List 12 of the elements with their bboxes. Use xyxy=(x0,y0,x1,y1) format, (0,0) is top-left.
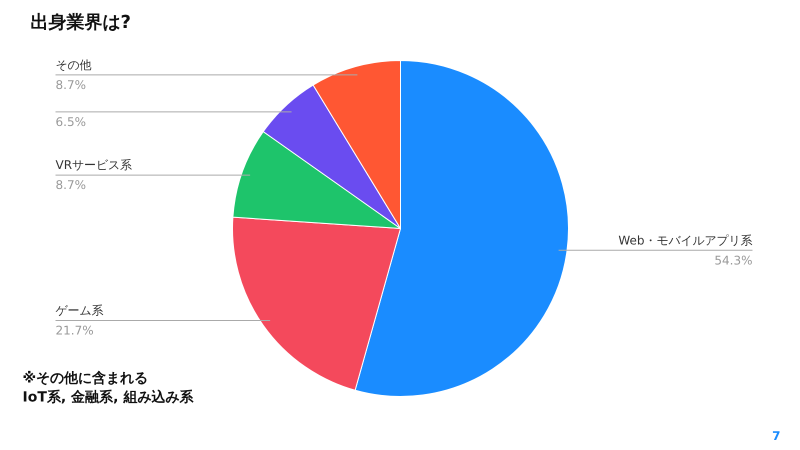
slice-label: ゲーム系 xyxy=(56,304,104,318)
slice-label: VRサービス系 xyxy=(56,158,132,172)
data-label: 54.3% xyxy=(714,253,753,268)
chart-title: 出身業界は? xyxy=(30,12,131,33)
data-label: 21.7% xyxy=(56,324,94,338)
text: ※その他に含まれる IoT系, 金融系, 組み込み系 xyxy=(22,370,194,406)
slice-label: その他 xyxy=(56,58,92,72)
slice-label: Web・モバイルアプリ系 xyxy=(618,233,753,248)
text: 7 xyxy=(772,429,781,443)
data-label: 6.5% xyxy=(56,114,86,129)
data-label: 8.7% xyxy=(56,178,86,192)
data-label: 8.7% xyxy=(56,78,86,92)
